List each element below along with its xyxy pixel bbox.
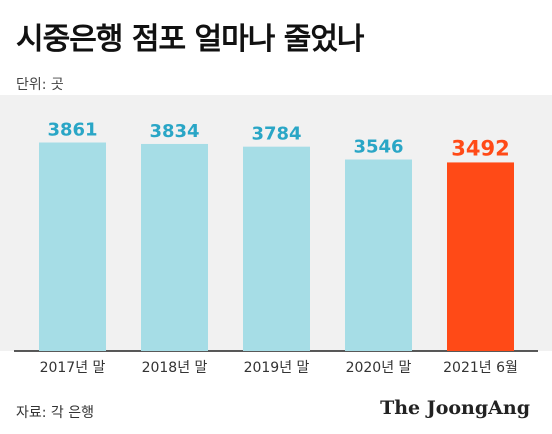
- x-tick-label: 2017년 말: [40, 360, 106, 376]
- x-tick-label: 2019년 말: [244, 360, 310, 376]
- x-tick-label: 2021년 6월: [443, 360, 518, 376]
- chart-title: 시중은행 점포 얼마나 줄었나: [16, 22, 365, 57]
- x-tick-label: 2018년 말: [142, 360, 208, 376]
- bar: [243, 146, 310, 351]
- data-label: 3784: [251, 124, 301, 145]
- data-label: 3546: [353, 137, 403, 158]
- bar: [39, 142, 106, 351]
- bar: [345, 159, 412, 351]
- bar: [447, 162, 514, 351]
- source-note: 자료: 각 은행: [16, 405, 95, 421]
- data-label: 3861: [47, 120, 97, 141]
- data-label: 3834: [149, 121, 199, 142]
- x-tick-label: 2020년 말: [346, 360, 412, 376]
- data-label: 3492: [451, 136, 509, 160]
- bar: [141, 143, 208, 351]
- publisher-logo: The JoongAng: [380, 397, 530, 419]
- unit-label: 단위: 곳: [16, 77, 64, 93]
